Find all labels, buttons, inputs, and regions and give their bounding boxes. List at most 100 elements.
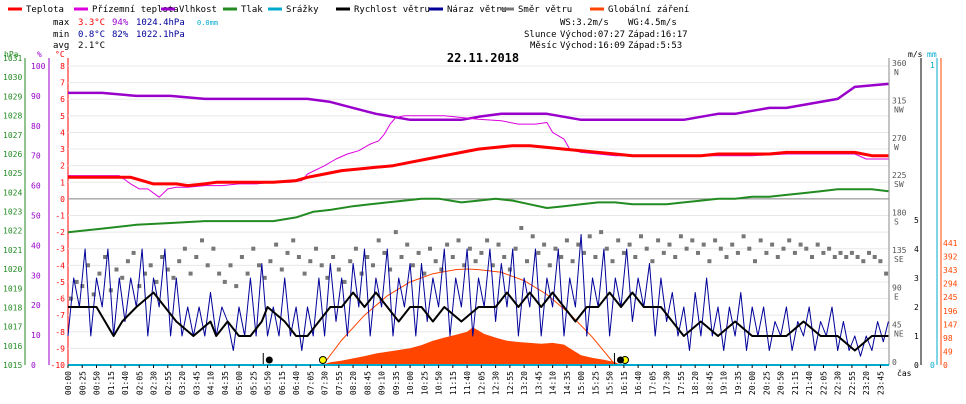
stats-max-temp: 3.3°C xyxy=(78,18,105,28)
press-tick-3: 1028 xyxy=(3,112,22,121)
sunrise-marker xyxy=(318,356,327,364)
moonset-marker xyxy=(265,356,273,364)
dir-point-76 xyxy=(502,255,507,259)
dir-point-37 xyxy=(279,267,284,272)
rain-tick-1: 0 xyxy=(930,361,935,370)
dir-point-104 xyxy=(661,250,666,255)
dir-point-79 xyxy=(519,226,524,230)
temp-tick-5: 3 xyxy=(60,145,65,154)
dir-point-77 xyxy=(507,267,512,272)
dir-point-96 xyxy=(616,238,621,243)
info-block: WS:3.2m/s WG:4.5m/s Slunce Východ:07:27 … xyxy=(524,18,688,51)
dir-point-124 xyxy=(775,255,780,259)
legend-label-5: Rychlost větru xyxy=(354,5,430,15)
dir-point-114 xyxy=(718,246,723,251)
dir-point-93 xyxy=(599,230,604,235)
stats-min-temp: 0.8°C xyxy=(78,30,105,40)
axes: hPa1031103010291028102710261025102410231… xyxy=(3,50,958,370)
dir-point-112 xyxy=(707,259,712,264)
dir-point-85 xyxy=(553,246,558,251)
x-tick-53: 22:05 xyxy=(819,371,828,395)
x-tick-8: 03:20 xyxy=(178,371,187,395)
temp-tick-13: -5 xyxy=(55,278,65,287)
hum-tick-10: 0 xyxy=(31,361,36,370)
temp-tick-15: -7 xyxy=(55,311,65,320)
x-tick-26: 10:50 xyxy=(435,371,444,395)
dir-point-5 xyxy=(97,271,102,276)
temp-tick-18: -10 xyxy=(51,361,66,370)
x-tick-32: 13:20 xyxy=(520,371,529,395)
press-tick-8: 1023 xyxy=(3,208,22,217)
dir-tick-cardinal-1: NW xyxy=(894,105,904,114)
stats-min-press: 1022.1hPa xyxy=(136,30,185,40)
wind-tick-0: 5 xyxy=(914,216,919,225)
dir-point-2 xyxy=(80,284,85,289)
temp-tick-14: -6 xyxy=(55,295,65,304)
x-tick-54: 22:30 xyxy=(834,371,843,395)
solar-tick-2: 343 xyxy=(943,266,958,275)
dir-point-49 xyxy=(348,259,353,264)
dir-point-18 xyxy=(171,275,176,280)
x-tick-28: 11:40 xyxy=(463,371,472,395)
plot-area xyxy=(67,82,889,366)
dir-point-88 xyxy=(570,259,575,264)
x-tick-35: 14:35 xyxy=(563,371,572,395)
dir-point-131 xyxy=(815,242,820,247)
dir-point-122 xyxy=(764,250,769,255)
x-tick-40: 16:40 xyxy=(634,371,643,395)
dir-point-45 xyxy=(325,275,330,280)
x-tick-17: 07:05 xyxy=(306,371,315,395)
hum-axis-unit: % xyxy=(37,50,42,59)
dir-point-39 xyxy=(291,238,296,243)
x-tick-47: 19:35 xyxy=(734,371,743,395)
solar-tick-0: 441 xyxy=(943,239,958,248)
x-tick-36: 15:00 xyxy=(577,371,586,395)
dir-point-38 xyxy=(285,250,290,255)
x-tick-57: 23:45 xyxy=(876,371,885,395)
x-tick-25: 10:25 xyxy=(420,371,429,395)
dir-point-30 xyxy=(239,255,244,259)
info-sun-set: Západ:16:17 xyxy=(628,30,688,40)
press-tick-4: 1027 xyxy=(3,131,22,140)
x-tick-29: 12:05 xyxy=(477,371,486,395)
x-tick-34: 14:10 xyxy=(549,371,558,395)
x-tick-55: 22:55 xyxy=(848,371,857,395)
series-temp-line xyxy=(68,144,889,188)
press-tick-9: 1022 xyxy=(3,227,22,236)
x-tick-7: 02:55 xyxy=(164,371,173,395)
temp-tick-17: -9 xyxy=(55,344,65,353)
dir-point-84 xyxy=(547,263,552,268)
dir-point-135 xyxy=(838,250,843,255)
solar-tick-3: 294 xyxy=(943,280,958,289)
dir-point-58 xyxy=(399,255,404,259)
x-axis-label: čas xyxy=(897,368,912,378)
dir-point-106 xyxy=(673,255,678,259)
x-tick-23: 09:35 xyxy=(392,371,401,395)
x-tick-4: 01:40 xyxy=(121,371,130,395)
dir-point-43 xyxy=(314,246,318,251)
x-tick-9: 03:45 xyxy=(192,371,201,395)
x-tick-45: 18:45 xyxy=(705,371,714,395)
stats-block: max 3.3°C 94% 1024.4hPa 0.0mm min 0.8°C … xyxy=(53,18,218,51)
dir-point-141 xyxy=(872,255,877,259)
dir-tick-7: 45 xyxy=(892,321,902,330)
legend-label-6: Náraz větru xyxy=(447,5,507,15)
dir-point-29 xyxy=(234,284,239,289)
dir-point-70 xyxy=(467,246,472,251)
x-tick-48: 20:00 xyxy=(748,371,757,395)
dir-point-47 xyxy=(336,267,341,272)
dir-point-99 xyxy=(633,255,638,259)
temp-tick-8: 0 xyxy=(60,195,65,204)
x-tick-18: 07:30 xyxy=(321,371,330,395)
dir-point-54 xyxy=(376,238,381,243)
dir-point-60 xyxy=(410,263,415,268)
x-tick-52: 21:40 xyxy=(805,371,814,395)
dir-point-52 xyxy=(365,255,370,259)
dir-point-132 xyxy=(821,250,826,255)
dir-point-138 xyxy=(855,255,860,259)
dir-point-32 xyxy=(251,246,256,251)
dir-point-133 xyxy=(827,246,832,251)
temp-tick-6: 2 xyxy=(60,162,65,171)
dir-point-83 xyxy=(542,242,547,247)
